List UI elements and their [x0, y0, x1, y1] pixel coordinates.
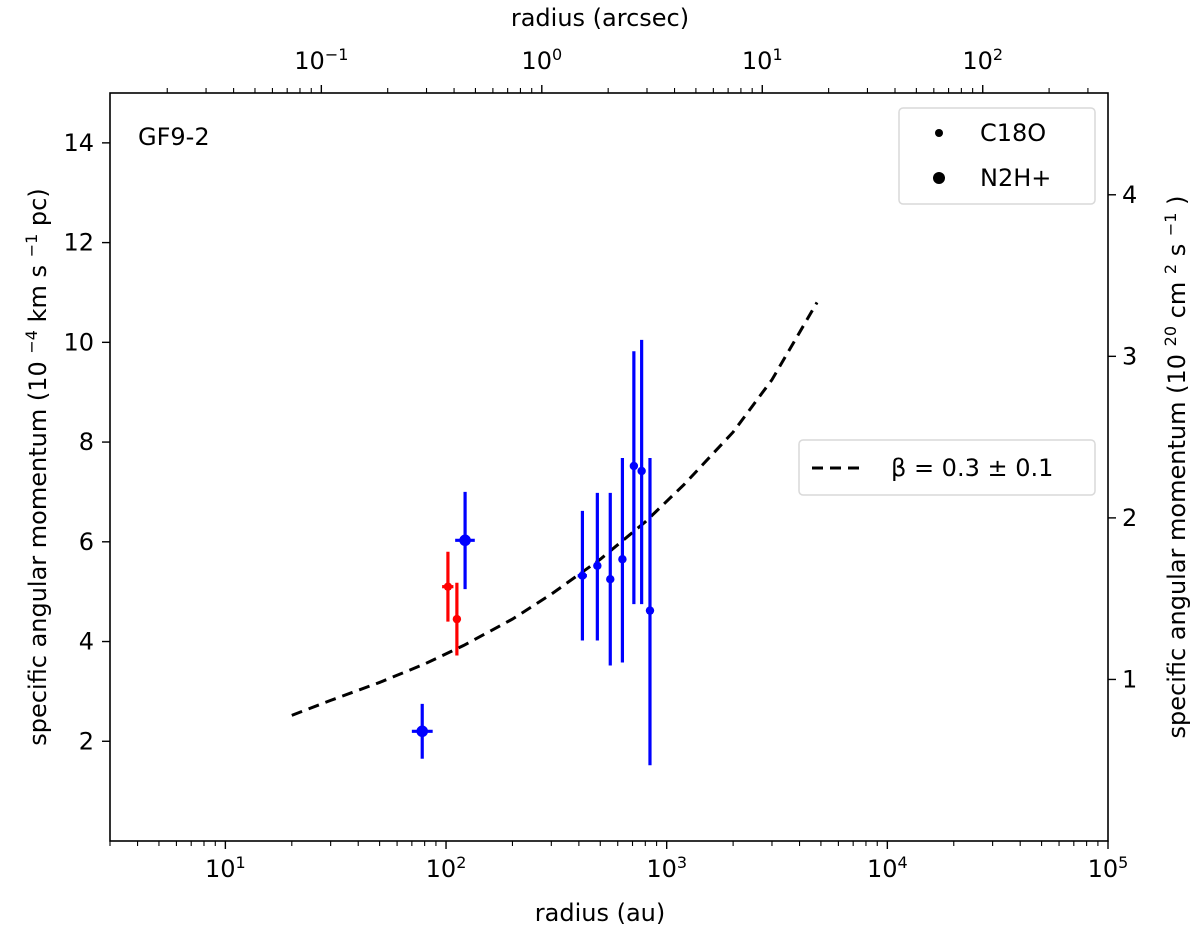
x-tick-label-exp: 5: [1118, 853, 1128, 872]
fit-line: [291, 301, 819, 717]
data-point-series-1-point-0: [443, 582, 453, 591]
plot-frame: [109, 92, 1109, 842]
y-axis-label: specific angular momentum (10 −4 km s −1…: [22, 188, 53, 745]
y-axis-label-units: (10: [24, 361, 52, 401]
y2-axis-label-main: specific angular momentum: [1163, 402, 1191, 739]
y-axis-label-exp: −4: [22, 330, 41, 354]
points-layer: [411, 339, 655, 766]
legend-marker-small: [935, 129, 943, 137]
y-tick-label: 12: [63, 229, 94, 257]
data-point-series-2-point-6: [645, 606, 655, 615]
top-x-tick-label-exp: 2: [993, 45, 1003, 64]
x-tick-label-base: 10: [426, 855, 457, 883]
top-x-tick-label-exp: −1: [325, 45, 349, 64]
top-x-tick-label: 10−1: [294, 45, 348, 76]
y2-axis-label-mid-exp: 2: [1161, 264, 1180, 274]
y2-tick-label: 3: [1122, 342, 1137, 370]
legend-label-n2hplus: N2H+: [980, 164, 1051, 192]
x-tick-label-exp: 1: [236, 853, 246, 872]
top-x-tick-label-base: 10: [962, 47, 993, 75]
x-tick-label: 102: [426, 853, 467, 884]
x-tick-label-exp: 4: [898, 853, 908, 872]
legend-fit-label: β = 0.3 ± 0.1: [891, 454, 1053, 482]
y-tick-label: 6: [79, 528, 94, 556]
data-point-series-2-point-0: [578, 571, 587, 580]
y-axis-label-tail-exp: −1: [22, 234, 41, 258]
data-point-series-0-point-0: [416, 725, 429, 738]
top-x-tick-label-base: 10: [294, 47, 325, 75]
data-point-series-0-point-1: [459, 534, 471, 547]
top-x-tick-label: 102: [962, 45, 1003, 76]
x-tick-label: 101: [205, 853, 246, 884]
top-x-tick-label-exp: 1: [772, 45, 782, 64]
top-x-tick-label: 100: [521, 45, 562, 76]
x-tick-label-base: 10: [205, 855, 236, 883]
legend-fit-box: [798, 439, 1096, 496]
x-tick-label-base: 10: [867, 855, 898, 883]
x-axis-label: radius (au): [535, 899, 665, 927]
data-point-series-2-point-1: [593, 561, 602, 570]
y-axis-label-main: specific angular momentum: [24, 409, 52, 746]
y-tick-label: 2: [79, 727, 94, 755]
x-tick-label-base: 10: [1088, 855, 1119, 883]
legend-box: [898, 107, 1096, 205]
y2-axis-label-exp: 20: [1161, 326, 1180, 346]
y-tick-label: 10: [63, 328, 94, 356]
fit-layer: [291, 301, 819, 717]
x-tick-label-base: 10: [646, 855, 677, 883]
legend-label-c18o: C18O: [980, 119, 1046, 147]
legend-fit: β = 0.3 ± 0.1: [798, 439, 1096, 496]
y2-axis-label-mid: cm: [1163, 282, 1191, 319]
y-tick-label: 4: [79, 628, 94, 656]
y-axis-label-end: pc): [24, 188, 52, 226]
y2-axis-label-end: ): [1163, 196, 1191, 205]
top-x-axis-label: radius (arcsec): [511, 4, 689, 32]
data-point-series-2-point-2: [606, 575, 615, 584]
legend-marker-large: [933, 172, 945, 184]
data-point-series-1-point-1: [452, 614, 462, 624]
y-axis-label-tail: km s: [24, 265, 52, 322]
x-tick-label: 105: [1088, 853, 1129, 884]
x-tick-label-exp: 2: [456, 853, 466, 872]
data-point-series-2-point-5: [637, 466, 646, 476]
x-tick-label: 104: [867, 853, 908, 884]
y2-tick-label: 4: [1122, 181, 1137, 209]
top-x-tick-label: 101: [742, 45, 783, 76]
top-x-tick-label-base: 10: [521, 47, 552, 75]
y2-tick-label: 2: [1122, 504, 1137, 532]
y2-axis-label-units: (10: [1163, 354, 1191, 394]
y2-axis-label-tail-exp: −1: [1161, 213, 1180, 237]
y-tick-label: 8: [79, 428, 94, 456]
panel-label: GF9-2: [138, 123, 210, 151]
top-x-tick-label-base: 10: [742, 47, 773, 75]
top-x-tick-label-exp: 0: [552, 45, 562, 64]
legend-markers: C18O N2H+: [898, 107, 1096, 205]
data-point-series-2-point-3: [618, 555, 627, 564]
y-tick-label: 14: [63, 129, 94, 157]
x-tick-label-exp: 3: [677, 853, 687, 872]
y2-tick-label: 1: [1122, 665, 1137, 693]
data-point-series-2-point-4: [629, 461, 639, 471]
x-tick-label: 103: [646, 853, 687, 884]
y2-axis-label: specific angular momentum (10 20 cm 2 s …: [1161, 196, 1192, 739]
y2-axis-label-tail: s: [1163, 244, 1191, 257]
